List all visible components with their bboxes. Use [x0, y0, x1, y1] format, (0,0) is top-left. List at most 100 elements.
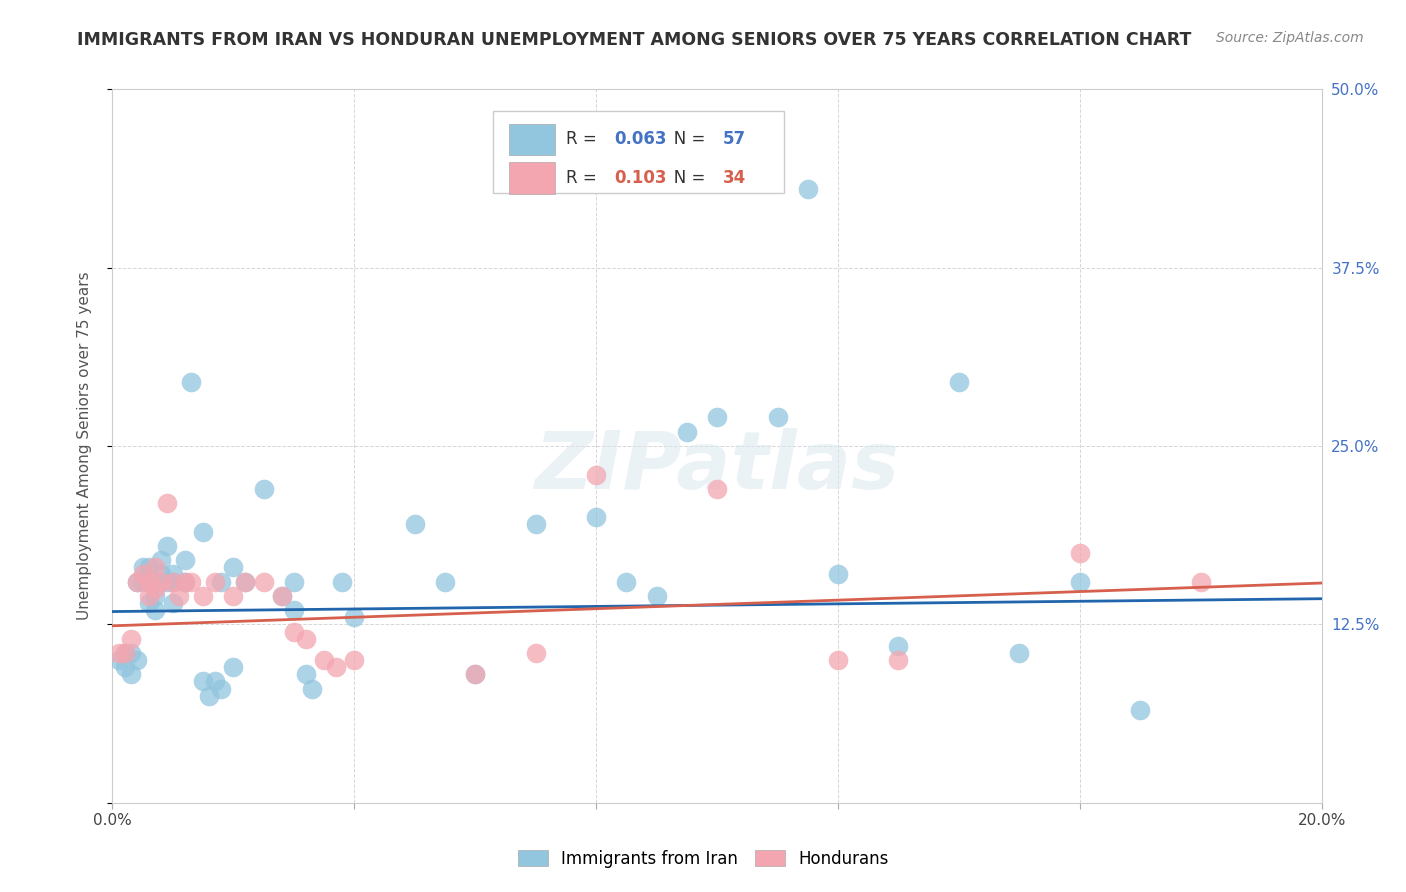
- Point: [143, 603, 166, 617]
- Point: [464, 667, 486, 681]
- Text: N =: N =: [658, 169, 710, 187]
- Point: [120, 646, 142, 660]
- FancyBboxPatch shape: [509, 162, 555, 194]
- Point: [204, 674, 226, 689]
- Point: [156, 574, 179, 589]
- Text: Source: ZipAtlas.com: Source: ZipAtlas.com: [1216, 31, 1364, 45]
- Point: [283, 624, 305, 639]
- Text: R =: R =: [565, 130, 607, 148]
- Point: [162, 574, 184, 589]
- Point: [125, 574, 148, 589]
- Point: [796, 182, 818, 196]
- Point: [149, 574, 172, 589]
- Point: [162, 596, 184, 610]
- Text: N =: N =: [658, 130, 710, 148]
- Point: [270, 589, 292, 603]
- Point: [209, 681, 232, 696]
- Point: [191, 524, 214, 539]
- Point: [191, 674, 214, 689]
- FancyBboxPatch shape: [509, 124, 555, 155]
- Point: [143, 560, 166, 574]
- Point: [132, 574, 155, 589]
- Point: [706, 410, 728, 425]
- Point: [143, 582, 166, 596]
- Point: [125, 653, 148, 667]
- Point: [585, 467, 607, 482]
- Point: [887, 653, 910, 667]
- Point: [235, 574, 257, 589]
- Point: [235, 574, 257, 589]
- Point: [138, 589, 160, 603]
- Point: [706, 482, 728, 496]
- Point: [132, 560, 155, 574]
- Point: [464, 667, 486, 681]
- Point: [524, 646, 547, 660]
- Point: [295, 667, 318, 681]
- Text: 0.103: 0.103: [614, 169, 666, 187]
- Point: [198, 689, 221, 703]
- Point: [132, 567, 155, 582]
- Point: [162, 567, 184, 582]
- Point: [645, 589, 668, 603]
- Point: [222, 589, 245, 603]
- Point: [343, 653, 366, 667]
- Point: [120, 667, 142, 681]
- Point: [253, 482, 276, 496]
- Point: [156, 496, 179, 510]
- Point: [585, 510, 607, 524]
- Y-axis label: Unemployment Among Seniors over 75 years: Unemployment Among Seniors over 75 years: [77, 272, 91, 620]
- Point: [114, 660, 136, 674]
- Point: [616, 574, 638, 589]
- Text: 57: 57: [723, 130, 747, 148]
- Text: 34: 34: [723, 169, 747, 187]
- Point: [114, 646, 136, 660]
- Point: [174, 574, 197, 589]
- Point: [1189, 574, 1212, 589]
- Point: [295, 632, 318, 646]
- Point: [138, 596, 160, 610]
- Point: [114, 646, 136, 660]
- Point: [524, 517, 547, 532]
- Point: [107, 646, 129, 660]
- Point: [143, 589, 166, 603]
- Point: [887, 639, 910, 653]
- Point: [1129, 703, 1152, 717]
- Text: IMMIGRANTS FROM IRAN VS HONDURAN UNEMPLOYMENT AMONG SENIORS OVER 75 YEARS CORREL: IMMIGRANTS FROM IRAN VS HONDURAN UNEMPLO…: [77, 31, 1192, 49]
- Point: [191, 589, 214, 603]
- Point: [1069, 574, 1091, 589]
- Point: [149, 567, 172, 582]
- Point: [138, 560, 160, 574]
- Point: [766, 410, 789, 425]
- Point: [948, 375, 970, 389]
- Point: [125, 574, 148, 589]
- Point: [1069, 546, 1091, 560]
- Point: [343, 610, 366, 624]
- Point: [827, 653, 849, 667]
- Point: [827, 567, 849, 582]
- Point: [222, 660, 245, 674]
- Point: [156, 539, 179, 553]
- Point: [283, 603, 305, 617]
- Point: [138, 574, 160, 589]
- Point: [330, 574, 353, 589]
- Point: [162, 574, 184, 589]
- Point: [180, 574, 202, 589]
- Point: [204, 574, 226, 589]
- Point: [301, 681, 323, 696]
- Point: [270, 589, 292, 603]
- Point: [1008, 646, 1031, 660]
- FancyBboxPatch shape: [494, 111, 783, 193]
- Point: [120, 632, 142, 646]
- Point: [283, 574, 305, 589]
- Text: 0.063: 0.063: [614, 130, 666, 148]
- Point: [167, 589, 190, 603]
- Point: [675, 425, 697, 439]
- Point: [314, 653, 336, 667]
- Point: [433, 574, 456, 589]
- Legend: Immigrants from Iran, Hondurans: Immigrants from Iran, Hondurans: [510, 844, 896, 875]
- Point: [180, 375, 202, 389]
- Point: [222, 560, 245, 574]
- Point: [149, 553, 172, 567]
- Point: [107, 653, 129, 667]
- Point: [253, 574, 276, 589]
